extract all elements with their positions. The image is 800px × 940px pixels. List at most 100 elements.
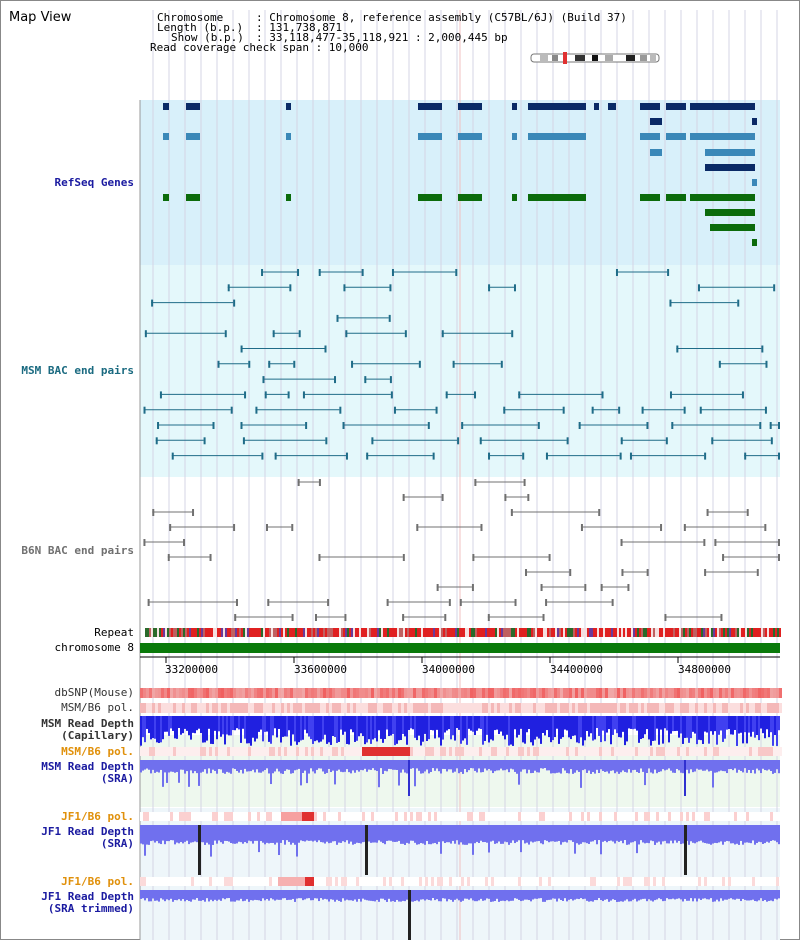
jf1-pol2-mark <box>356 877 359 886</box>
jf1-pol2-mark <box>638 877 641 886</box>
msm-pol2-mark <box>281 747 284 756</box>
msm-depth-sra-bar <box>514 760 516 772</box>
msm-bac-end <box>262 376 265 384</box>
jf1-pol2-mark <box>482 877 485 886</box>
msm-depth-sra-bar <box>674 760 676 773</box>
track-label-jf1-depth-sra[interactable]: JF1 Read Depth <box>41 825 134 838</box>
jf1-depth-sra-bar <box>280 825 282 843</box>
msm-depth-sra-bar <box>572 760 574 774</box>
repeat-mark <box>399 628 401 637</box>
jf1-pol2-mark <box>170 877 173 886</box>
b6n-bac-end <box>704 569 707 576</box>
jf1-pol2-mark <box>743 877 746 886</box>
dbsnp-mark <box>203 688 206 698</box>
msm-depth-sra-bar <box>158 760 160 773</box>
jf1-pol2-mark <box>776 877 779 886</box>
jf1-pol-mark <box>395 812 398 821</box>
jf1-depth-sra-bar <box>306 825 308 841</box>
dbsnp-mark <box>626 688 629 698</box>
jf1-depth-trim-bar <box>266 890 268 900</box>
msm-pol-mark <box>158 703 161 713</box>
jf1-depth-sra-bar <box>778 825 780 845</box>
msm-depth-sra-bar <box>626 760 628 773</box>
jf1-pol-mark <box>167 812 170 821</box>
jf1-pol2-mark <box>767 877 770 886</box>
track-label-jf1-b6-pol-1[interactable]: JF1/B6 pol. <box>61 810 134 823</box>
dbsnp-mark <box>680 688 683 698</box>
repeat-mark <box>309 628 311 637</box>
track-label-refseq[interactable]: RefSeq Genes <box>54 176 134 189</box>
msm-bac-end <box>242 437 245 445</box>
jf1-pol2-mark <box>254 877 257 886</box>
jf1-pol2-mark <box>278 877 281 886</box>
msm-pol2-mark <box>689 747 692 756</box>
jf1-pol-mark <box>767 812 770 821</box>
jf1-depth-trim-bar <box>774 890 776 899</box>
msm-depth-cap-bar <box>504 716 506 740</box>
dbsnp-mark <box>611 688 614 698</box>
jf1-pol2-mark <box>281 877 284 886</box>
dbsnp-mark <box>398 688 401 698</box>
jf1-pol2-mark <box>299 877 302 886</box>
track-label-msm-bac[interactable]: MSM BAC end pairs <box>21 364 134 377</box>
msm-depth-cap-bar <box>170 716 172 729</box>
jf1-depth-sra-bar <box>456 825 458 841</box>
jf1-pol2-mark <box>755 877 758 886</box>
jf1-depth-sra-bar <box>694 825 696 844</box>
dbsnp-mark <box>185 688 188 698</box>
track-label-msm-b6-pol-2[interactable]: MSM/B6 pol. <box>61 745 134 758</box>
track-label-repeat[interactable]: Repeat <box>94 626 134 639</box>
msm-depth-cap-bar <box>500 716 502 732</box>
jf1-depth-sra-bar <box>370 825 372 843</box>
track-label-chromosome[interactable]: chromosome 8 <box>54 641 134 654</box>
msm-bac-end <box>566 437 569 445</box>
dbsnp-mark <box>236 688 239 698</box>
msm-pol2-mark <box>440 747 443 756</box>
jf1-depth-trim-bar <box>404 890 406 902</box>
jf1-depth-trim-bar <box>360 890 362 902</box>
track-label-msm-depth-cap[interactable]: MSM Read Depth <box>41 717 134 730</box>
msm-depth-sra-bar <box>606 760 608 772</box>
jf1-depth-trim-bar <box>746 890 748 901</box>
jf1-pol2-mark <box>596 877 599 886</box>
repeat-mark <box>575 628 577 637</box>
repeat-mark <box>521 628 523 637</box>
msm-bac-end <box>769 422 772 429</box>
msm-depth-sra-bar <box>316 760 318 770</box>
track-label-jf1-depth-trim[interactable]: JF1 Read Depth <box>41 890 134 903</box>
jf1-depth-trim-bar <box>638 890 640 901</box>
repeat-mark <box>427 628 429 637</box>
msm-pol2-mark <box>740 747 743 756</box>
jf1-pol-mark <box>386 812 389 821</box>
jf1-pol-mark <box>182 812 185 821</box>
msm-pol-mark <box>680 703 683 713</box>
dbsnp-mark <box>746 688 749 698</box>
track-label-msm-b6-pol-1[interactable]: MSM/B6 pol. <box>61 701 134 714</box>
msm-depth-sra-bar <box>270 760 272 785</box>
msm-pol2-mark <box>143 747 146 756</box>
jf1-depth-trim-bar <box>166 890 168 900</box>
msm-pol-mark <box>668 703 671 713</box>
track-label-msm-depth-sra[interactable]: MSM Read Depth <box>41 760 134 773</box>
msm-depth-cap-bar <box>492 716 494 741</box>
jf1-pol-mark <box>779 812 782 821</box>
repeat-mark <box>177 628 179 637</box>
jf1-pol-mark <box>458 812 461 821</box>
msm-depth-cap-bar <box>644 716 646 735</box>
jf1-depth-trim-bar <box>418 890 420 902</box>
jf1-depth-sra-bar <box>308 825 310 841</box>
repeat-mark <box>191 628 193 637</box>
track-label-jf1-b6-pol-2[interactable]: JF1/B6 pol. <box>61 875 134 888</box>
dbsnp-mark <box>287 688 290 698</box>
msm-depth-sra-bar <box>264 760 266 770</box>
track-label-dbsnp[interactable]: dbSNP(Mouse) <box>54 686 134 699</box>
msm-depth-cap-bar <box>388 716 390 737</box>
jf1-depth-trim-bar <box>584 890 586 899</box>
jf1-depth-trim-bar <box>432 890 434 899</box>
jf1-pol2-mark <box>680 877 683 886</box>
jf1-pol-mark <box>227 812 230 821</box>
track-label-b6n-bac[interactable]: B6N BAC end pairs <box>21 544 134 557</box>
msm-pol-mark <box>575 703 578 713</box>
msm-depth-cap-bar <box>146 716 148 729</box>
